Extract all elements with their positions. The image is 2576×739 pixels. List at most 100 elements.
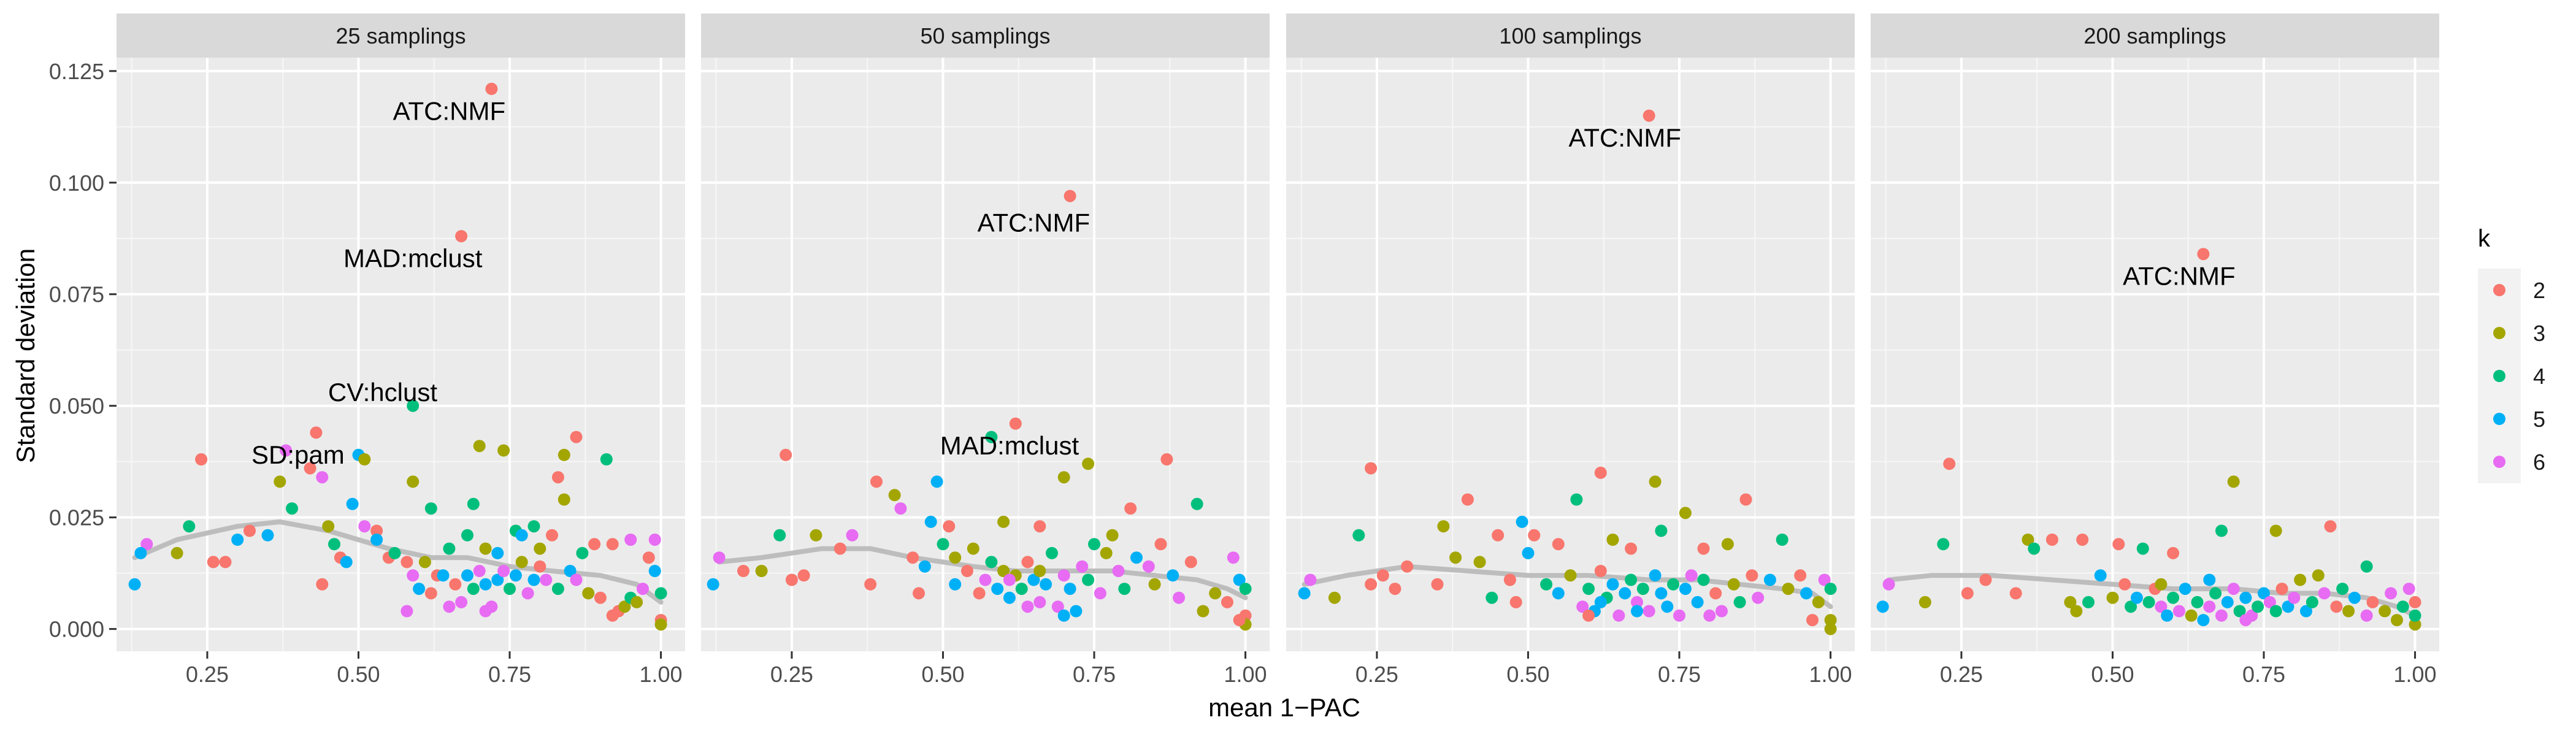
data-point: [1636, 583, 1649, 595]
data-point: [997, 515, 1010, 528]
data-point: [1824, 622, 1837, 635]
data-point: [594, 591, 607, 604]
data-point: [930, 475, 943, 488]
data-point: [407, 569, 420, 582]
x-tick-label: 0.75: [2242, 662, 2285, 687]
panel-background: [1871, 58, 2439, 651]
panel: 25 samplings ATC:NMF MAD:mclust CV:hclust SD…: [117, 13, 685, 687]
data-point: [1552, 538, 1565, 551]
x-tick-label: 0.50: [1506, 662, 1549, 687]
data-point: [2324, 520, 2337, 533]
data-point: [2306, 595, 2318, 608]
data-point: [924, 515, 937, 528]
data-point: [1003, 591, 1016, 604]
data-point: [582, 587, 595, 600]
data-point: [491, 546, 504, 559]
data-point: [1401, 560, 1414, 573]
data-point: [2215, 609, 2228, 622]
data-point: [1582, 583, 1595, 595]
data-point: [491, 573, 504, 586]
data-point: [1625, 542, 1638, 555]
x-tick-label: 0.25: [1940, 662, 1983, 687]
data-point: [570, 573, 583, 586]
data-point: [1649, 569, 1662, 582]
data-point: [1794, 569, 1807, 582]
x-tick-label: 0.50: [337, 662, 380, 687]
legend-swatch: [2493, 284, 2505, 296]
data-point: [1173, 591, 1186, 604]
y-tick-label: 0.000: [49, 617, 104, 642]
data-point: [2045, 534, 2058, 546]
legend-label: 4: [2533, 364, 2545, 389]
data-point: [1509, 595, 1522, 608]
data-point: [231, 534, 244, 546]
data-point: [1564, 569, 1577, 582]
data-point: [606, 538, 619, 551]
data-point: [1015, 583, 1028, 595]
data-point: [2348, 591, 2361, 604]
data-point: [949, 578, 962, 591]
data-point: [797, 569, 810, 582]
data-point: [1961, 587, 1974, 600]
data-point: [600, 453, 613, 465]
data-point: [509, 569, 522, 582]
data-point: [2094, 569, 2107, 582]
data-point: [1070, 605, 1083, 618]
data-point: [2106, 591, 2119, 604]
data-point: [1721, 538, 1734, 551]
data-point: [943, 520, 956, 533]
data-point: [1919, 595, 1931, 608]
data-point: [2239, 591, 2252, 604]
data-point: [1167, 569, 1179, 582]
data-point: [128, 578, 141, 591]
data-point: [1118, 583, 1131, 595]
point-annotation: MAD:mclust: [343, 244, 483, 273]
data-point: [140, 538, 153, 551]
data-point: [2197, 248, 2210, 261]
data-point: [1655, 524, 1668, 537]
data-point: [1100, 546, 1113, 559]
y-tick-label: 0.050: [49, 394, 104, 419]
data-point: [2300, 605, 2312, 618]
data-point: [618, 600, 631, 613]
data-point: [479, 542, 492, 555]
data-point: [1655, 587, 1668, 600]
data-point: [1882, 578, 1895, 591]
smooth-line: [132, 519, 664, 605]
data-point: [407, 475, 420, 488]
data-point: [388, 546, 401, 559]
data-point: [2209, 587, 2222, 600]
data-point: [2330, 600, 2343, 613]
data-point: [2227, 583, 2240, 595]
data-point: [1661, 600, 1674, 613]
data-point: [2396, 600, 2409, 613]
data-point: [2288, 591, 2301, 604]
data-point: [2215, 524, 2228, 537]
data-point: [2155, 600, 2168, 613]
x-tick-label: 0.75: [488, 662, 531, 687]
data-point: [443, 542, 456, 555]
data-point: [2258, 587, 2270, 600]
legend-label: 6: [2533, 450, 2545, 475]
data-point: [1449, 551, 1462, 564]
data-point: [642, 551, 655, 564]
data-point: [1485, 591, 1498, 604]
data-point: [1142, 560, 1155, 573]
data-point: [1239, 583, 1252, 595]
data-point: [870, 475, 883, 488]
data-point: [274, 475, 286, 488]
data-point: [2409, 595, 2421, 608]
data-point: [2360, 609, 2373, 622]
data-point: [2118, 578, 2131, 591]
data-point: [780, 448, 792, 461]
legend-swatch: [2493, 413, 2505, 425]
data-point: [2342, 605, 2355, 618]
point-annotation: ATC:NMF: [393, 96, 506, 125]
data-point: [1643, 109, 1655, 122]
data-point: [1094, 587, 1106, 600]
data-point: [2136, 542, 2149, 555]
data-point: [1021, 600, 1034, 613]
data-point: [2076, 534, 2089, 546]
data-point: [515, 556, 528, 569]
